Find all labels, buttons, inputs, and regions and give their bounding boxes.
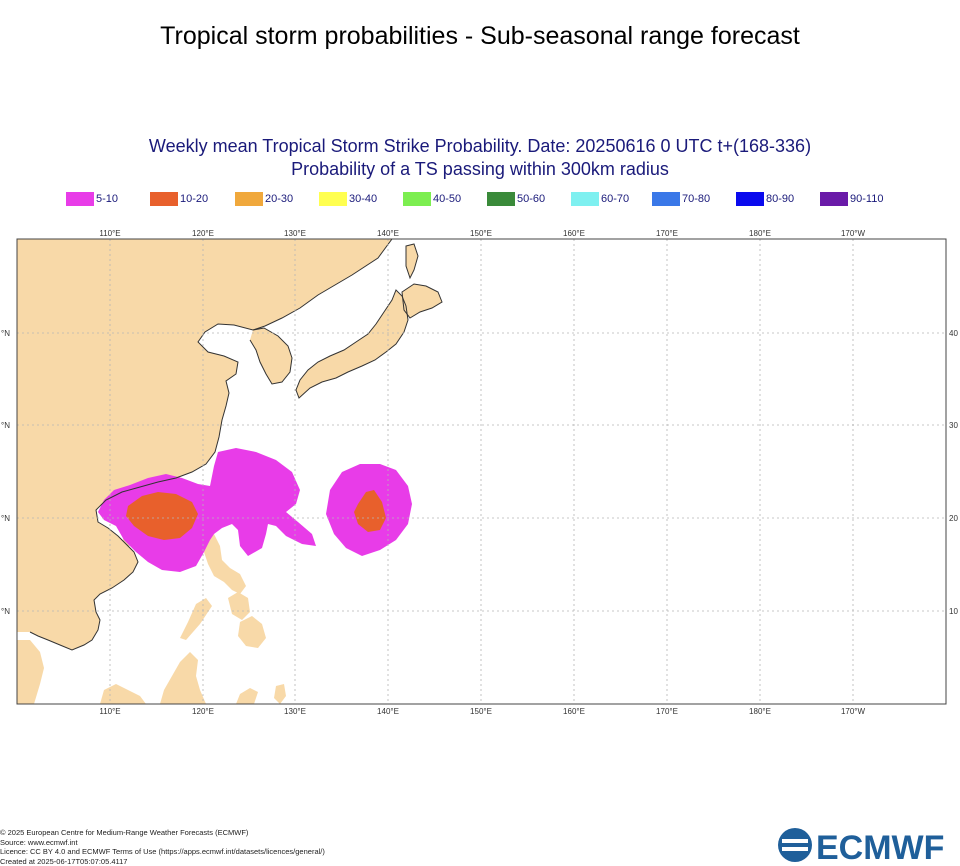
lon-label: 170°W: [841, 229, 866, 238]
lon-label: 140°E: [377, 707, 399, 715]
lon-label: 120°E: [192, 229, 214, 238]
legend-label: 60-70: [601, 191, 629, 207]
ecmwf-logo-icon: [778, 828, 812, 862]
source-text: Source: www.ecmwf.int: [0, 838, 325, 848]
lon-label: 170°E: [656, 229, 678, 238]
lon-label: 160°E: [563, 707, 585, 715]
legend-label: 40-50: [433, 191, 461, 207]
lon-label: 170°E: [656, 707, 678, 715]
lon-label: 170°W: [841, 707, 866, 715]
legend-swatch: [235, 192, 263, 206]
page-title: Tropical storm probabilities - Sub-seaso…: [0, 22, 960, 51]
legend-swatch: [403, 192, 431, 206]
legend-swatch: [736, 192, 764, 206]
lon-label: 180°E: [749, 229, 771, 238]
lat-label: °N: [1, 329, 10, 338]
lon-label: 150°E: [470, 229, 492, 238]
legend-swatch: [66, 192, 94, 206]
lon-label: 110°E: [99, 707, 120, 715]
map-subtitle-line2: Probability of a TS passing within 300km…: [0, 159, 960, 180]
copyright-text: © 2025 European Centre for Medium-Range …: [0, 828, 325, 838]
lat-label: °N: [1, 607, 10, 616]
legend-label: 80-90: [766, 191, 794, 207]
lon-label: 130°E: [284, 707, 306, 715]
lon-label: 140°E: [377, 229, 399, 238]
legend-swatch: [820, 192, 848, 206]
legend-label: 5-10: [96, 191, 118, 207]
legend-label: 70-80: [682, 191, 710, 207]
legend-swatch: [487, 192, 515, 206]
ecmwf-logo-text: ECMWF: [816, 829, 944, 864]
legend-swatch: [319, 192, 347, 206]
legend-label: 50-60: [517, 191, 545, 207]
lon-label: 150°E: [470, 707, 492, 715]
license-text: Licence: CC BY 4.0 and ECMWF Terms of Us…: [0, 847, 325, 857]
legend-label: 20-30: [265, 191, 293, 207]
lon-label: 120°E: [192, 707, 214, 715]
lon-label: 160°E: [563, 229, 585, 238]
lat-label: °N: [1, 421, 10, 430]
legend-swatch: [652, 192, 680, 206]
legend-label: 10-20: [180, 191, 208, 207]
credits-block: © 2025 European Centre for Medium-Range …: [0, 828, 325, 866]
legend-label: 30-40: [349, 191, 377, 207]
created-text: Created at 2025-06-17T05:07:05.4117: [0, 857, 325, 866]
lon-label: 180°E: [749, 707, 771, 715]
legend-swatch: [571, 192, 599, 206]
map-panel: 110°E 120°E 130°E 140°E 150°E 160°E 170°…: [0, 225, 960, 715]
lat-label: 40: [949, 329, 958, 338]
legend-label: 90-110: [850, 191, 883, 207]
ecmwf-logo: ECMWF: [776, 826, 960, 864]
legend-swatch: [150, 192, 178, 206]
lat-label: °N: [1, 514, 10, 523]
lat-label: 20: [949, 514, 958, 523]
map-subtitle-line1: Weekly mean Tropical Storm Strike Probab…: [0, 136, 960, 157]
lat-label: 30: [949, 421, 958, 430]
lon-label: 110°E: [99, 229, 120, 238]
lat-label: 10: [949, 607, 958, 616]
lon-label: 130°E: [284, 229, 306, 238]
